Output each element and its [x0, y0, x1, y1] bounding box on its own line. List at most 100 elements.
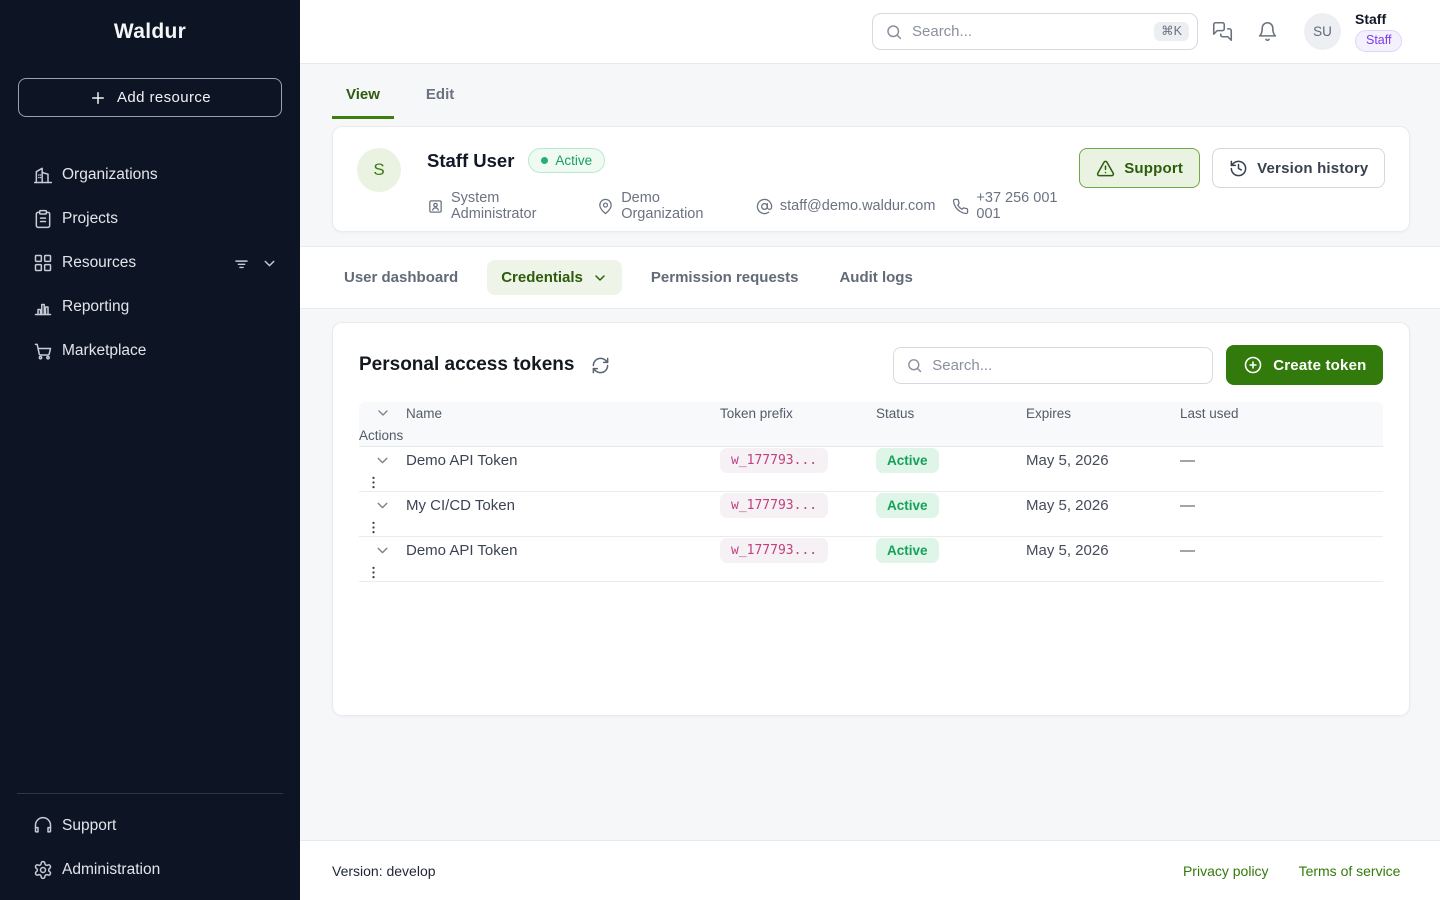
token-prefix: w_177793...: [720, 492, 829, 518]
profile-section: View Edit S Staff User Active: [300, 64, 1440, 232]
chevron-down-icon[interactable]: [359, 405, 406, 421]
subnav-user-dashboard[interactable]: User dashboard: [344, 269, 459, 286]
token-expires: May 5, 2026: [1026, 451, 1109, 469]
content: Personal access tokens Create token: [300, 309, 1440, 840]
sidebar-item-projects[interactable]: Projects: [0, 197, 300, 241]
global-search[interactable]: ⌘K: [872, 13, 1198, 50]
status-dot-icon: [541, 157, 549, 164]
tab-view[interactable]: View: [332, 78, 394, 119]
profile-avatar: S: [357, 148, 401, 192]
grid-icon: [33, 253, 53, 273]
sidebar-item-label: Marketplace: [62, 342, 147, 359]
token-last-used: —: [1180, 496, 1195, 514]
col-name: Name: [406, 405, 443, 421]
tokens-card: Personal access tokens Create token: [332, 322, 1411, 716]
subnav-permission-requests[interactable]: Permission requests: [650, 269, 799, 286]
location-pin-icon: [597, 198, 614, 215]
sidebar-item-resources[interactable]: Resources: [0, 241, 300, 285]
bar-chart-icon: [33, 297, 53, 317]
sidebar-item-reporting[interactable]: Reporting: [0, 285, 300, 329]
footer: Version: develop Privacy policy Terms of…: [300, 840, 1440, 900]
token-expires: May 5, 2026: [1026, 541, 1109, 559]
refresh-icon[interactable]: [591, 356, 610, 375]
filter-icon[interactable]: [232, 254, 251, 273]
tokens-search-input[interactable]: [932, 356, 1201, 374]
add-resource-label: Add resource: [116, 89, 212, 106]
clipboard-icon: [33, 209, 53, 229]
row-expand-chevron-icon[interactable]: [359, 452, 406, 469]
bell-icon[interactable]: [1257, 21, 1278, 42]
search-icon: [885, 23, 903, 41]
user-name: Staff: [1355, 11, 1387, 28]
profile-status-badge: Active: [528, 148, 606, 173]
row-expand-chevron-icon[interactable]: [359, 542, 406, 559]
token-last-used: —: [1180, 541, 1195, 559]
tokens-title: Personal access tokens: [359, 354, 575, 375]
tab-edit[interactable]: Edit: [425, 86, 455, 103]
sidebar-divider: [17, 793, 283, 794]
row-actions-kebab-icon[interactable]: [359, 519, 406, 536]
row-expand-chevron-icon[interactable]: [359, 497, 406, 514]
terms-of-service-link[interactable]: Terms of service: [1298, 862, 1401, 879]
sidebar-item-administration[interactable]: Administration: [0, 848, 300, 892]
gear-icon: [33, 860, 53, 880]
col-status: Status: [876, 405, 915, 421]
phone-icon: [952, 198, 969, 215]
sidebar-bottom: Support Administration: [0, 793, 300, 900]
sidebar-item-label: Administration: [62, 861, 161, 878]
table-row: My CI/CD Token w_177793... Active May 5,…: [359, 492, 1384, 537]
token-name: My CI/CD Token: [406, 496, 515, 514]
user-role-badge: Staff: [1355, 30, 1403, 52]
sidebar-item-support[interactable]: Support: [0, 804, 300, 848]
subnav-credentials[interactable]: Credentials: [487, 260, 622, 295]
col-last-used: Last used: [1180, 405, 1239, 421]
sidebar-nav: Organizations Projects Resources: [0, 153, 300, 373]
user-info[interactable]: Staff Staff: [1355, 11, 1403, 52]
global-search-input[interactable]: [912, 23, 1146, 40]
warning-triangle-icon: [1096, 159, 1115, 178]
status-badge: Active: [876, 492, 939, 518]
view-edit-tabs: View Edit: [332, 78, 1410, 119]
at-sign-icon: [756, 198, 773, 215]
chevron-down-icon[interactable]: [261, 255, 278, 272]
sidebar: Waldur Add resource Organizations Projec…: [0, 0, 300, 900]
add-resource-button[interactable]: Add resource: [18, 78, 282, 117]
sidebar-item-label: Reporting: [62, 298, 130, 315]
sidebar-item-label: Projects: [62, 210, 118, 227]
subnav: User dashboard Credentials Permission re…: [300, 246, 1440, 309]
support-button[interactable]: Support: [1079, 148, 1201, 188]
status-badge: Active: [876, 447, 939, 473]
chat-icon[interactable]: [1212, 21, 1233, 42]
headset-icon: [33, 816, 53, 836]
version-history-button[interactable]: Version history: [1212, 148, 1386, 188]
search-icon: [906, 357, 923, 374]
tokens-search[interactable]: [893, 346, 1214, 384]
subnav-audit-logs[interactable]: Audit logs: [839, 269, 913, 286]
sidebar-item-marketplace[interactable]: Marketplace: [0, 329, 300, 373]
sidebar-item-organizations[interactable]: Organizations: [0, 153, 300, 197]
user-avatar[interactable]: SU: [1304, 13, 1341, 50]
profile-role: System Administrator: [427, 190, 580, 222]
plus-circle-icon: [1243, 355, 1263, 375]
topbar: ⌘K SU Staff Staff: [300, 0, 1440, 64]
privacy-policy-link[interactable]: Privacy policy: [1182, 862, 1269, 879]
profile-card: S Staff User Active System Administrator: [332, 126, 1411, 232]
main-area: ⌘K SU Staff Staff View Edit S Staff User: [300, 0, 1440, 900]
status-badge: Active: [876, 537, 939, 563]
row-actions-kebab-icon[interactable]: [359, 474, 406, 491]
row-actions-kebab-icon[interactable]: [359, 564, 406, 581]
shortcut-badge: ⌘K: [1154, 22, 1189, 41]
id-badge-icon: [427, 198, 444, 215]
token-name: Demo API Token: [406, 451, 518, 469]
cart-icon: [33, 341, 53, 361]
brand-logo: Waldur: [113, 20, 187, 43]
col-token-prefix: Token prefix: [720, 405, 793, 421]
token-name: Demo API Token: [406, 541, 518, 559]
create-token-button[interactable]: Create token: [1226, 345, 1384, 385]
profile-status-label: Active: [555, 153, 593, 168]
profile-phone: +37 256 001 001: [952, 190, 1079, 222]
plus-icon: [89, 89, 107, 107]
table-row: Demo API Token w_177793... Active May 5,…: [359, 447, 1384, 492]
profile-email: staff@demo.waldur.com: [756, 198, 935, 215]
sidebar-item-label: Resources: [62, 254, 137, 271]
